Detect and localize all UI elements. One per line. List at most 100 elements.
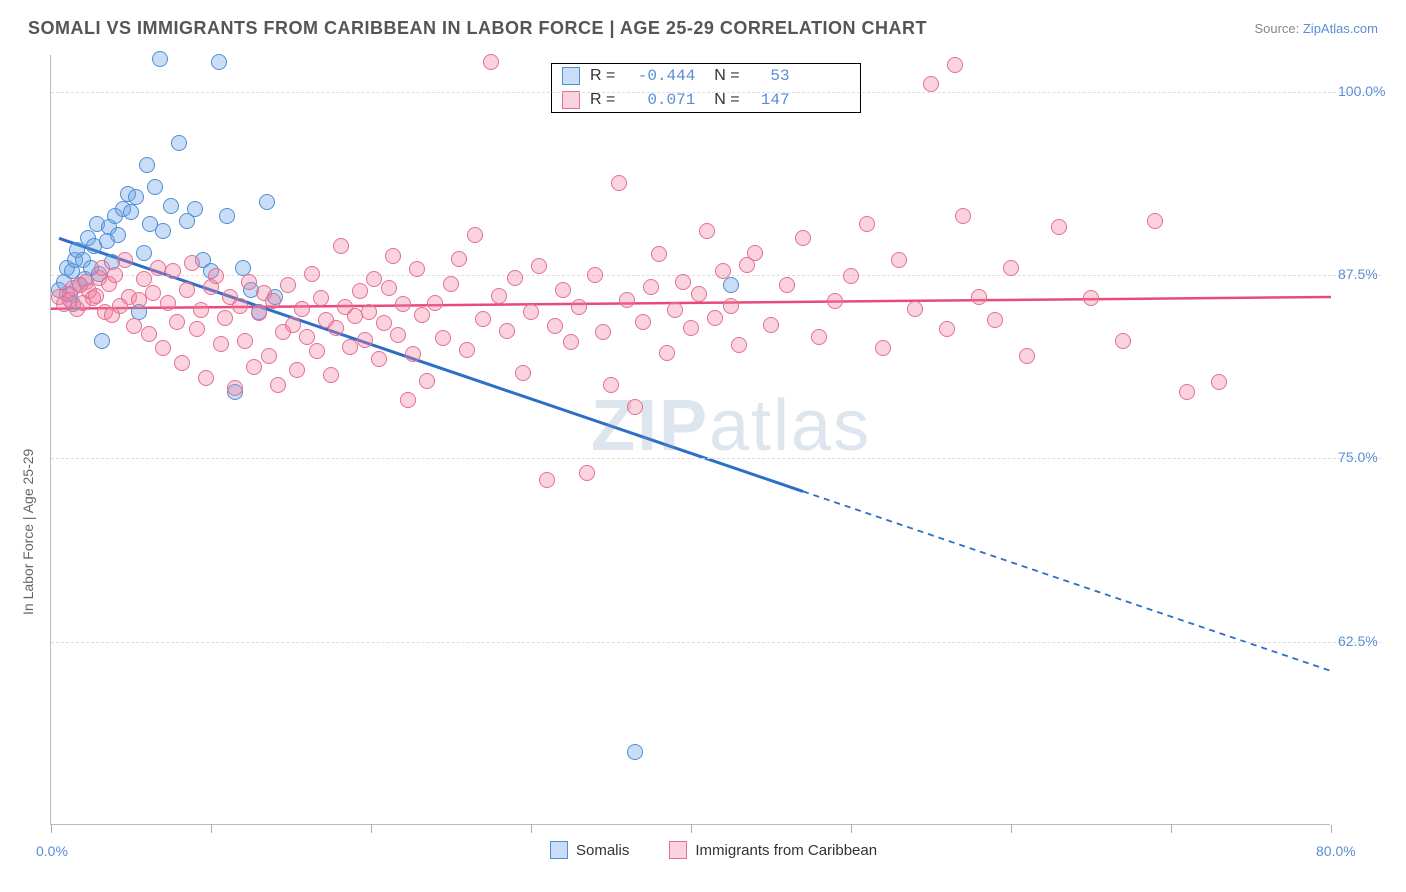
- scatter-point: [241, 274, 257, 290]
- source-link[interactable]: ZipAtlas.com: [1303, 21, 1378, 36]
- scatter-point: [627, 399, 643, 415]
- scatter-point: [270, 377, 286, 393]
- scatter-point: [361, 304, 377, 320]
- scatter-point: [414, 307, 430, 323]
- scatter-point: [152, 51, 168, 67]
- scatter-point: [219, 208, 235, 224]
- scatter-point: [843, 268, 859, 284]
- scatter-point: [141, 326, 157, 342]
- scatter-point: [155, 340, 171, 356]
- scatter-point: [304, 266, 320, 282]
- scatter-point: [405, 346, 421, 362]
- scatter-point: [731, 337, 747, 353]
- correlation-legend: R =-0.444 N =53R =0.071 N =147: [551, 63, 861, 113]
- x-tick-label: 0.0%: [36, 843, 68, 859]
- scatter-point: [217, 310, 233, 326]
- scatter-point: [110, 227, 126, 243]
- scatter-point: [184, 255, 200, 271]
- scatter-point: [699, 223, 715, 239]
- scatter-point: [779, 277, 795, 293]
- scatter-point: [1147, 213, 1163, 229]
- scatter-point: [165, 263, 181, 279]
- scatter-point: [265, 293, 281, 309]
- scatter-point: [169, 314, 185, 330]
- scatter-point: [385, 248, 401, 264]
- scatter-point: [451, 251, 467, 267]
- scatter-point: [376, 315, 392, 331]
- x-tick-mark: [51, 825, 52, 833]
- x-tick-mark: [851, 825, 852, 833]
- scatter-point: [208, 268, 224, 284]
- legend-item: Somalis: [550, 841, 629, 859]
- plot-area: ZIPatlas R =-0.444 N =53R =0.071 N =147 …: [50, 55, 1330, 825]
- y-axis-title: In Labor Force | Age 25-29: [20, 449, 36, 615]
- scatter-point: [160, 295, 176, 311]
- scatter-point: [579, 465, 595, 481]
- x-tick-mark: [1011, 825, 1012, 833]
- scatter-point: [352, 283, 368, 299]
- y-tick-label: 62.5%: [1338, 633, 1378, 649]
- scatter-point: [251, 305, 267, 321]
- source-prefix: Source:: [1254, 21, 1302, 36]
- scatter-point: [627, 744, 643, 760]
- x-tick-mark: [211, 825, 212, 833]
- scatter-point: [123, 204, 139, 220]
- scatter-point: [531, 258, 547, 274]
- scatter-point: [409, 261, 425, 277]
- scatter-point: [213, 336, 229, 352]
- scatter-point: [150, 260, 166, 276]
- scatter-point: [955, 208, 971, 224]
- scatter-point: [507, 270, 523, 286]
- scatter-point: [227, 380, 243, 396]
- scatter-point: [139, 157, 155, 173]
- x-tick-mark: [531, 825, 532, 833]
- scatter-point: [1051, 219, 1067, 235]
- scatter-point: [128, 189, 144, 205]
- scatter-point: [571, 299, 587, 315]
- correlation-row: R =-0.444 N =53: [552, 64, 860, 88]
- scatter-point: [246, 359, 262, 375]
- scatter-point: [619, 292, 635, 308]
- scatter-point: [939, 321, 955, 337]
- scatter-point: [435, 330, 451, 346]
- scatter-point: [419, 373, 435, 389]
- scatter-point: [659, 345, 675, 361]
- scatter-point: [381, 280, 397, 296]
- x-tick-label: 80.0%: [1316, 843, 1356, 859]
- scatter-point: [179, 282, 195, 298]
- scatter-point: [328, 320, 344, 336]
- scatter-point: [723, 298, 739, 314]
- legend-r-label: R =: [590, 67, 615, 85]
- scatter-point: [923, 76, 939, 92]
- scatter-point: [651, 246, 667, 262]
- scatter-point: [88, 288, 104, 304]
- scatter-point: [211, 54, 227, 70]
- gridline-h: [51, 642, 1381, 643]
- scatter-point: [136, 245, 152, 261]
- legend-r-value: 0.071: [625, 91, 695, 109]
- scatter-point: [371, 351, 387, 367]
- scatter-point: [723, 277, 739, 293]
- scatter-point: [683, 320, 699, 336]
- scatter-point: [499, 323, 515, 339]
- watermark: ZIPatlas: [591, 385, 871, 467]
- scatter-point: [667, 302, 683, 318]
- scatter-point: [145, 285, 161, 301]
- scatter-point: [117, 252, 133, 268]
- trendlines-svg: [51, 55, 1331, 825]
- source-label: Source: ZipAtlas.com: [1254, 21, 1378, 36]
- scatter-point: [232, 298, 248, 314]
- scatter-point: [555, 282, 571, 298]
- scatter-point: [859, 216, 875, 232]
- scatter-point: [313, 290, 329, 306]
- scatter-point: [715, 263, 731, 279]
- scatter-point: [1211, 374, 1227, 390]
- scatter-point: [747, 245, 763, 261]
- scatter-point: [427, 295, 443, 311]
- scatter-point: [987, 312, 1003, 328]
- scatter-point: [459, 342, 475, 358]
- scatter-point: [395, 296, 411, 312]
- scatter-point: [289, 362, 305, 378]
- scatter-point: [547, 318, 563, 334]
- scatter-point: [187, 201, 203, 217]
